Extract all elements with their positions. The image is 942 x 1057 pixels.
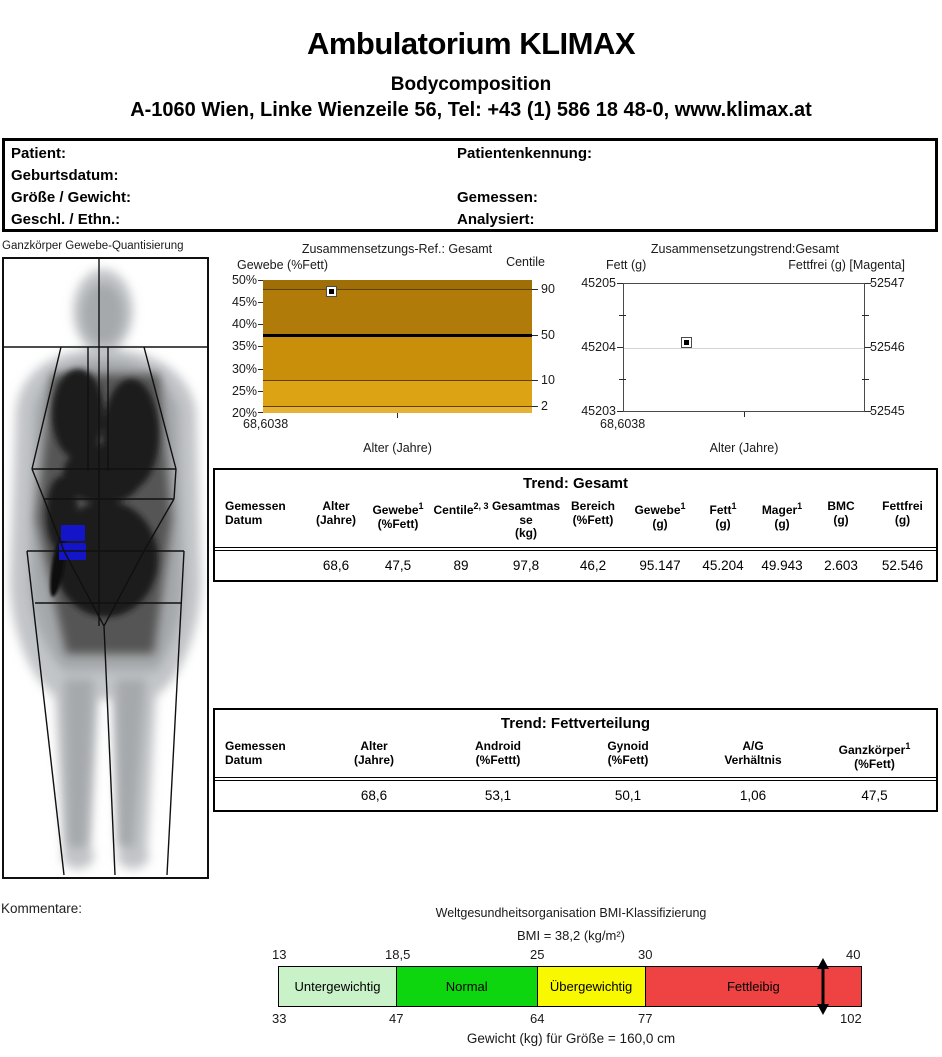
scan-title: Ganzkörper Gewebe-Quantisierung xyxy=(2,240,184,252)
trend-ytick-45205: 45205 xyxy=(581,276,616,290)
trend-ytick-52546: 52546 xyxy=(870,340,905,354)
bmi-weight-tick-102: 102 xyxy=(840,1011,862,1026)
bmi-tick-25: 25 xyxy=(530,947,545,962)
analyzed-label: Analysiert: xyxy=(457,211,535,228)
centile-band-above-90 xyxy=(263,280,532,289)
trend-xtick: 68,6038 xyxy=(600,417,646,431)
fettverteilung-table-title: Trend: Fettverteilung xyxy=(500,715,651,732)
body-torso-darkest xyxy=(46,369,159,617)
height-weight-label: Größe / Gewicht: xyxy=(11,189,132,206)
ref-ytick-20: 20% xyxy=(231,406,257,420)
ref-chart-plot xyxy=(263,280,532,413)
bmi-weight-tick-77: 77 xyxy=(638,1011,653,1026)
fettverteilung-table: Trend: Fettverteilung Gemessen Datum Alte… xyxy=(213,708,938,812)
centile-band-50-90 xyxy=(263,288,532,336)
centile-line-50 xyxy=(263,334,532,338)
page-title: Ambulatorium KLIMAX xyxy=(306,26,636,61)
ref-xtick: 68,6038 xyxy=(243,417,289,431)
body-scan-image xyxy=(4,259,207,876)
trend-ytick-45204: 45204 xyxy=(581,340,616,354)
trend-chart-xlabel: Alter (Jahre) xyxy=(709,441,779,455)
ref-chart-title: Zusammensetzungs-Ref.: Gesamt xyxy=(301,242,493,256)
bmi-band-obese: Fettleibig xyxy=(645,966,862,1007)
ref-ytick-45: 45% xyxy=(231,295,257,309)
bmi-weight-tick-64: 64 xyxy=(530,1011,545,1026)
centile-band-10-50 xyxy=(263,335,532,380)
bmi-classification-bar: Untergewichtig Normal Übergewichtig Fett… xyxy=(278,966,862,1007)
trend-gesamt-table-title: Trend: Gesamt xyxy=(522,475,629,492)
bmi-weight-tick-33: 33 xyxy=(272,1011,287,1026)
ref-chart-data-point xyxy=(326,286,337,297)
ref-ytick-50: 50% xyxy=(231,273,257,287)
ref-chart-xlabel: Alter (Jahre) xyxy=(363,441,432,455)
bmi-band-overweight: Übergewichtig xyxy=(537,966,646,1007)
centile-tick-2: 2 xyxy=(541,399,548,413)
patient-info-box: Patient: Geburtsdatum: Größe / Gewicht: … xyxy=(2,138,938,232)
trend-chart-yleft-label: Fett (g) xyxy=(606,258,647,272)
trend-ytick-52547: 52547 xyxy=(870,276,905,290)
bmi-band-normal: Normal xyxy=(396,966,538,1007)
trend-gesamt-table: Trend: Gesamt Gemessen Datum Alter (Jahre)… xyxy=(213,468,938,582)
bmi-weight-tick-47: 47 xyxy=(389,1011,404,1026)
scan-frame xyxy=(2,257,209,879)
bmi-tick-18-5: 18,5 xyxy=(385,947,411,962)
trend-ytick-45203: 45203 xyxy=(581,404,616,418)
centile-tick-50: 50 xyxy=(541,328,555,342)
report-subtitle: Bodycomposition xyxy=(390,74,552,95)
sex-ethnicity-label: Geschl. / Ethn.: xyxy=(11,211,121,228)
ref-ytick-30: 30% xyxy=(231,362,257,376)
ref-ytick-40: 40% xyxy=(231,317,257,331)
trend-chart-title: Zusammensetzungstrend:Gesamt xyxy=(650,242,840,256)
trend-gesamt-table-row: 68,6 47,5 89 97,8 46,2 95.147 45.204 49.… xyxy=(322,557,924,573)
bmi-value-label: BMI = 38,2 (kg/m²) xyxy=(517,928,625,943)
patient-label: Patient: xyxy=(11,145,67,162)
centile-band-below-2 xyxy=(263,406,532,413)
bmi-value-arrow xyxy=(817,958,829,1015)
birthdate-label: Geburtsdatum: xyxy=(11,167,119,184)
centile-tick-90: 90 xyxy=(541,282,555,296)
ref-ytick-35: 35% xyxy=(231,339,257,353)
centile-tick-10: 10 xyxy=(541,373,555,387)
bmi-band-underweight: Untergewichtig xyxy=(278,966,397,1007)
trend-gesamt-table-header: Gemessen Datum Alter (Jahre) Gewebe1 (%Fett… xyxy=(215,492,936,551)
centile-line-90 xyxy=(263,288,532,290)
centile-line-2 xyxy=(263,406,532,408)
trend-chart-plot xyxy=(623,283,865,412)
bmi-tick-40: 40 xyxy=(846,947,861,962)
centile-line-10 xyxy=(263,379,532,381)
fettverteilung-table-header: Gemessen Datum Alter (Jahre) Android (%Fett… xyxy=(215,732,936,781)
centile-band-2-10 xyxy=(263,379,532,407)
bmi-tick-30: 30 xyxy=(638,947,653,962)
ref-chart-yright-label: Centile xyxy=(506,255,545,269)
ref-chart-yleft-label: Gewebe (%Fett) xyxy=(237,258,329,272)
trend-gridline-45204 xyxy=(624,347,864,349)
patient-id-label: Patientenkennung: xyxy=(457,145,593,162)
clinic-address: A-1060 Wien, Linke Wienzeile 56, Tel: +4… xyxy=(130,99,812,121)
roi-lines xyxy=(4,259,207,876)
bmi-chart-title: Weltgesundheitsorganisation BMI-Klassifi… xyxy=(435,906,707,920)
bmi-tick-13: 13 xyxy=(272,947,287,962)
trend-chart-data-point xyxy=(681,337,692,348)
fettverteilung-table-row: 68,6 53,1 50,1 1,06 47,5 xyxy=(360,788,888,803)
bmi-weight-axis-label: Gewicht (kg) für Größe = 160,0 cm xyxy=(466,1031,676,1046)
trend-ytick-52545: 52545 xyxy=(870,404,905,418)
trend-chart-yright-label: Fettfrei (g) [Magenta] xyxy=(788,258,905,272)
measured-label: Gemessen: xyxy=(457,189,538,206)
comments-label: Kommentare: xyxy=(1,901,83,916)
ref-ytick-25: 25% xyxy=(231,384,257,398)
